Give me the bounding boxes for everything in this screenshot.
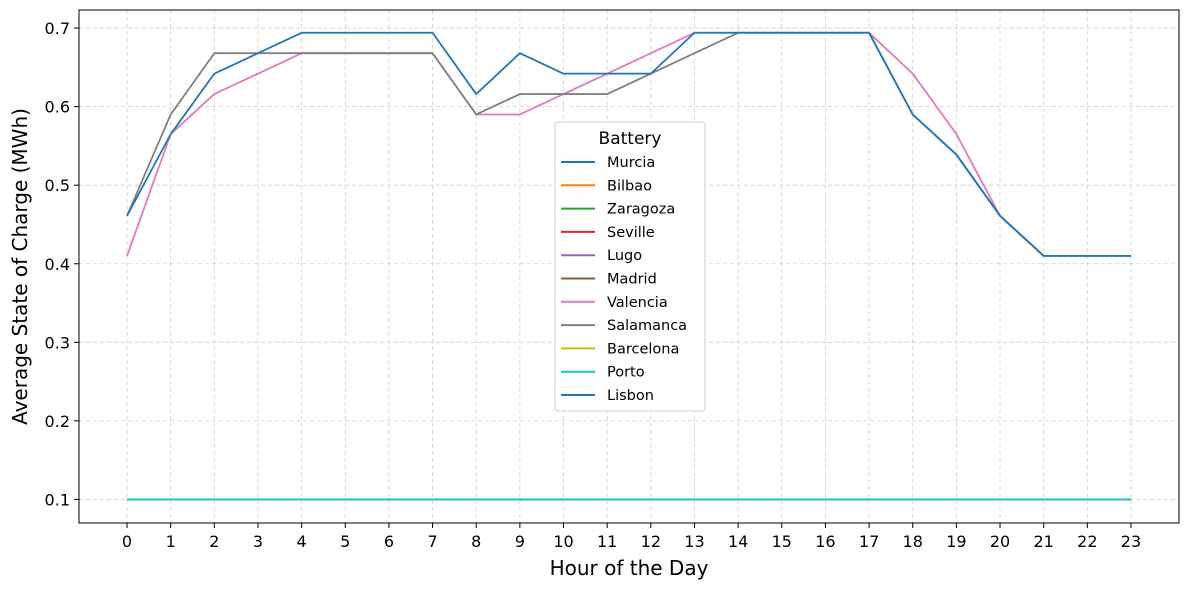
legend-item-lugo: Lugo: [561, 248, 642, 264]
y-axis-title: Average State of Charge (MWh): [8, 108, 32, 425]
y-tick-label: 0.1: [45, 490, 70, 509]
legend-label: Seville: [607, 225, 655, 241]
legend-item-lisbon: Lisbon: [561, 388, 654, 404]
x-tick-label: 20: [990, 532, 1010, 551]
legend-item-zaragoza: Zaragoza: [561, 202, 675, 218]
legend-item-valencia: Valencia: [561, 295, 668, 311]
x-tick-label: 12: [641, 532, 661, 551]
y-tick-label: 0.5: [45, 176, 70, 195]
legend-title: Battery: [599, 129, 662, 149]
y-tick-label: 0.6: [45, 98, 70, 117]
y-axis-ticks: 0.1 0.2 0.3 0.4 0.5 0.6 0.7: [45, 19, 79, 509]
x-tick-label: 4: [297, 532, 307, 551]
legend-item-bilbao: Bilbao: [561, 178, 652, 194]
x-tick-label: 18: [903, 532, 923, 551]
legend: Battery MurciaBilbaoZaragozaSevilleLugoM…: [554, 121, 706, 412]
x-tick-label: 6: [384, 532, 394, 551]
legend-label: Madrid: [607, 272, 657, 288]
x-tick-label: 3: [253, 532, 263, 551]
x-tick-label: 17: [859, 532, 879, 551]
x-tick-label: 19: [946, 532, 966, 551]
x-tick-label: 2: [209, 532, 219, 551]
legend-item-barcelona: Barcelona: [561, 341, 679, 357]
plot-frame: [78, 9, 1180, 524]
legend-item-porto: Porto: [561, 365, 645, 381]
x-tick-label: 0: [122, 532, 132, 551]
y-tick-label: 0.3: [45, 333, 70, 352]
legend-label: Lugo: [607, 248, 642, 264]
x-tick-label: 15: [772, 532, 792, 551]
legend-label: Bilbao: [607, 178, 652, 194]
series-line-valencia: [126, 31, 1131, 257]
series-lines: [126, 31, 1131, 501]
legend-label: Porto: [607, 365, 645, 381]
x-tick-label: 21: [1034, 532, 1054, 551]
legend-item-seville: Seville: [561, 225, 655, 241]
x-tick-label: 14: [728, 532, 748, 551]
x-axis-ticks: 0 1 2 3 4 5 6 7 8 9 10 11 12 13 14 15 16 17 18 19 20 21 22 23: [122, 523, 1141, 551]
x-tick-label: 10: [553, 532, 573, 551]
x-tick-label: 13: [684, 532, 704, 551]
x-tick-label: 11: [597, 532, 617, 551]
x-tick-label: 8: [471, 532, 481, 551]
y-tick-label: 0.2: [45, 412, 70, 431]
y-tick-label: 0.7: [45, 19, 70, 38]
legend-box: [554, 121, 706, 412]
x-tick-label: 9: [515, 532, 525, 551]
x-tick-label: 1: [166, 532, 176, 551]
x-tick-label: 22: [1077, 532, 1097, 551]
series-line-lisbon: [126, 31, 1131, 257]
y-tick-label: 0.4: [45, 255, 70, 274]
legend-label: Barcelona: [607, 341, 679, 357]
x-tick-label: 16: [815, 532, 835, 551]
x-tick-label: 7: [427, 532, 437, 551]
legend-label: Lisbon: [607, 388, 654, 404]
legend-item-murcia: Murcia: [561, 155, 655, 171]
legend-label: Salamanca: [607, 318, 687, 334]
legend-item-madrid: Madrid: [561, 272, 657, 288]
legend-item-salamanca: Salamanca: [561, 318, 687, 334]
x-axis-title: Hour of the Day: [550, 556, 709, 580]
x-tick-label: 23: [1121, 532, 1141, 551]
legend-label: Zaragoza: [607, 202, 675, 218]
legend-label: Murcia: [607, 155, 655, 171]
legend-label: Valencia: [607, 295, 668, 311]
legend-items: Murcia Bilbao Zaragoza Seville Lugo Madrid Val…: [561, 155, 687, 404]
x-tick-label: 5: [340, 532, 350, 551]
